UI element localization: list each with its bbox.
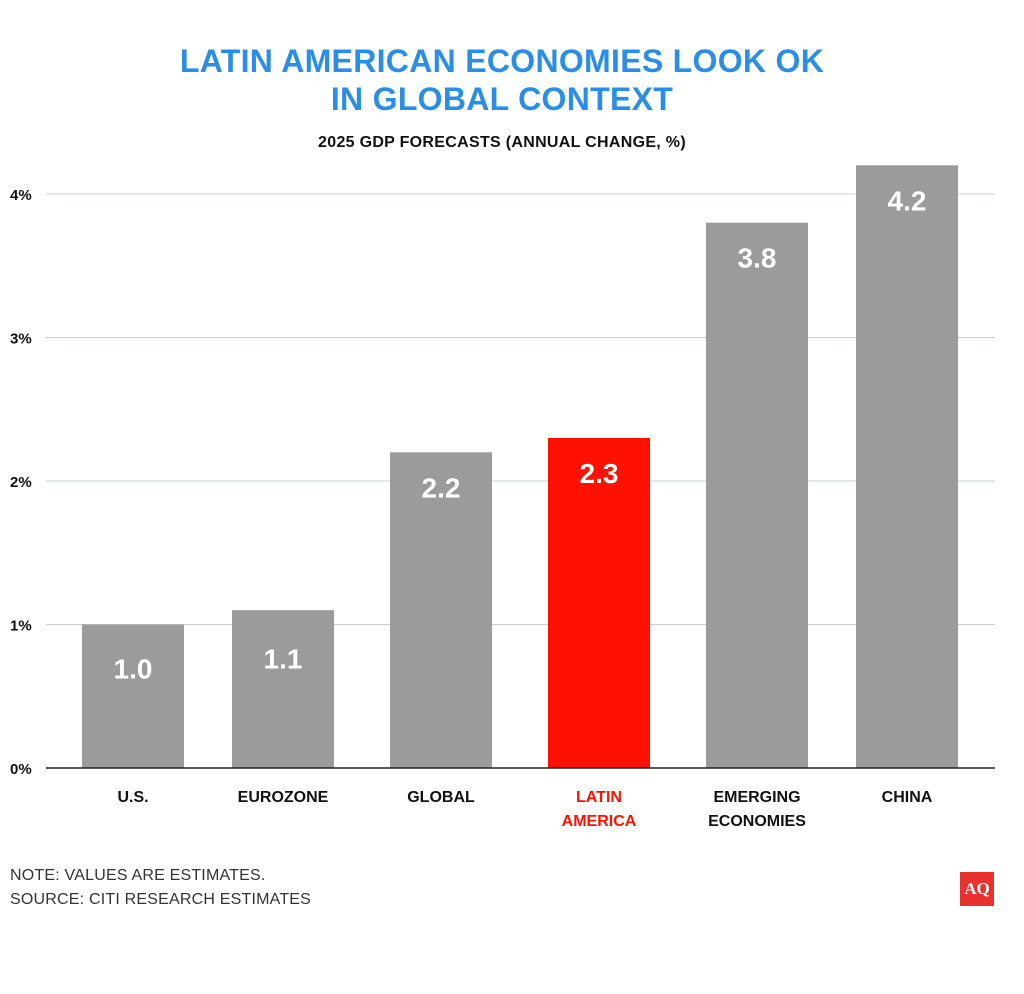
x-tick-label: AMERICA: [562, 813, 637, 830]
y-tick-label: 0%: [10, 761, 32, 778]
x-tick-label: LATIN: [576, 789, 622, 806]
bar: [706, 222, 808, 768]
y-tick-label: 4%: [10, 187, 32, 204]
note-text: NOTE: VALUES ARE ESTIMATES.: [10, 867, 266, 884]
data-label: 4.2: [888, 185, 927, 216]
data-label: 1.0: [114, 654, 153, 685]
chart-notes: NOTE: VALUES ARE ESTIMATES. SOURCE: CITI…: [10, 864, 311, 912]
bar-chart: 0% 1% 2% 3% 4% 1.0 U.S. 1.1 EUROZONE 2.2 GLOBAL 2.3…: [10, 165, 995, 830]
chart-title-line-2: IN GLOBAL CONTEXT: [330, 81, 674, 117]
bar: [232, 610, 334, 768]
data-label: 2.3: [580, 458, 619, 489]
chart-title: LATIN AMERICAN ECONOMIES LOOK OK IN GLOB…: [0, 42, 1004, 118]
data-label: 1.1: [264, 643, 303, 674]
bar: [82, 624, 184, 768]
y-tick-label: 1%: [10, 618, 32, 635]
x-tick-label: EUROZONE: [238, 789, 329, 806]
chart-title-line-1: LATIN AMERICAN ECONOMIES LOOK OK: [179, 43, 825, 79]
x-tick-label: CHINA: [882, 789, 933, 806]
source-text: SOURCE: CITI RESEARCH ESTIMATES: [10, 891, 312, 908]
aq-logo: AQ: [960, 872, 994, 906]
data-label: 3.8: [738, 243, 777, 274]
chart-subtitle: 2025 GDP FORECASTS (ANNUAL CHANGE, %): [318, 134, 686, 151]
data-label: 2.2: [422, 472, 461, 503]
y-tick-label: 3%: [10, 331, 32, 348]
bar: [390, 452, 492, 768]
x-tick-label: U.S.: [117, 789, 148, 806]
bar: [856, 165, 958, 769]
y-tick-label: 2%: [10, 474, 32, 491]
x-tick-label: GLOBAL: [407, 789, 475, 806]
x-tick-label: EMERGING: [713, 789, 800, 806]
x-tick-label: ECONOMIES: [708, 813, 806, 830]
bar: [548, 437, 650, 768]
